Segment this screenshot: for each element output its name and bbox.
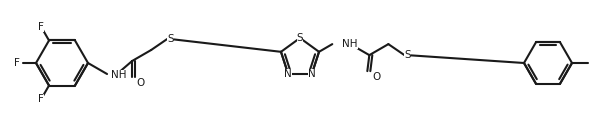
Text: S: S — [167, 34, 174, 44]
Text: F: F — [38, 94, 44, 104]
Text: N: N — [308, 69, 316, 79]
Text: F: F — [14, 58, 20, 68]
Text: S: S — [297, 33, 304, 43]
Text: S: S — [404, 50, 410, 60]
Text: F: F — [38, 22, 44, 32]
Text: O: O — [373, 72, 380, 82]
Text: NH: NH — [111, 70, 127, 80]
Text: NH: NH — [343, 39, 358, 49]
Text: O: O — [136, 78, 144, 88]
Text: N: N — [284, 69, 292, 79]
